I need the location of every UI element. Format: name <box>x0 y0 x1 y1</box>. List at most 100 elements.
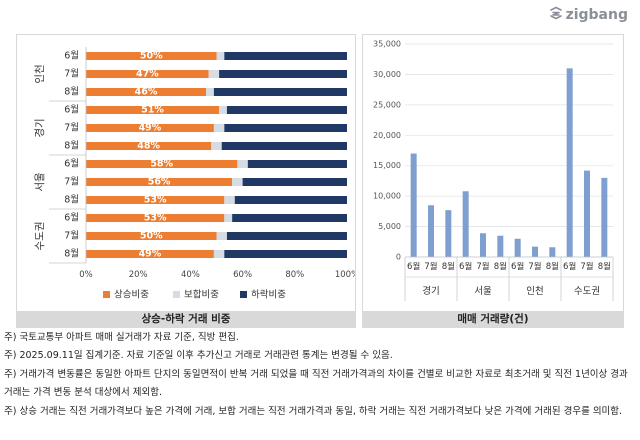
y-tick-label: 15,000 <box>373 161 401 170</box>
fall-bar <box>226 232 347 240</box>
month-label: 8월 <box>64 248 79 260</box>
flat-bar <box>237 160 248 168</box>
fall-bar <box>221 142 347 150</box>
rise-bar <box>86 70 209 78</box>
fall-bar <box>224 52 347 60</box>
y-tick-label: 5,000 <box>378 222 401 231</box>
flat-bar <box>216 52 225 60</box>
month-label: 6월 <box>459 261 472 272</box>
volume-bar <box>514 238 521 257</box>
rise-fall-share-caption: 상승-하락 거래 비중 <box>17 311 355 327</box>
y-tick-label: 10,000 <box>373 192 401 201</box>
rise-data-label: 51% <box>141 105 164 116</box>
fall-bar <box>234 196 347 204</box>
month-label: 8월 <box>546 261 559 272</box>
flat-bar <box>208 70 220 78</box>
region-label: 인천 <box>526 286 543 297</box>
trade-volume-chart: 0 5,000 10,000 15,000 20,000 25,000 30,000 35,0… <box>373 40 614 301</box>
brand-name: zigbang <box>565 7 628 23</box>
region-label: 서울 <box>34 172 46 192</box>
legend-label: 하락비중 <box>251 289 286 301</box>
rise-data-label: 46% <box>135 87 158 98</box>
fall-bar <box>242 178 347 186</box>
month-label: 8월 <box>64 140 79 152</box>
volume-bar <box>601 177 608 257</box>
rise-data-label: 50% <box>140 231 163 242</box>
trade-volume-panel: 0 5,000 10,000 15,000 20,000 25,000 30,000 35,0… <box>362 34 624 328</box>
month-label: 8월 <box>64 194 79 206</box>
y-tick-label: 0 <box>396 253 401 262</box>
volume-bar <box>532 246 538 257</box>
rise-data-label: 50% <box>140 51 163 62</box>
rise-data-label: 49% <box>139 249 162 260</box>
footnote: 주) 국토교통부 아파트 매매 실거래가 자료 기준, 직방 편집. <box>4 332 239 343</box>
month-label: 8월 <box>64 86 79 98</box>
rise-data-label: 53% <box>144 195 167 206</box>
x-tick-label: 100% <box>335 270 355 280</box>
volume-bar <box>462 191 469 257</box>
rise-bar <box>86 232 217 240</box>
fall-bar <box>224 124 347 132</box>
month-label: 8월 <box>494 261 507 272</box>
rise-data-label: 53% <box>144 213 167 224</box>
legend-swatch <box>173 291 180 298</box>
volume-bar <box>566 68 573 257</box>
volume-bar <box>497 235 504 257</box>
rise-bar <box>86 124 214 132</box>
month-label: 8월 <box>598 261 611 272</box>
month-label: 7월 <box>64 230 79 242</box>
flat-bar <box>224 214 233 222</box>
month-label: 8월 <box>442 261 455 272</box>
volume-bar <box>584 170 590 257</box>
rise-fall-share-panel: 인천 6월 50% 7월 47% 8월 46% 경기 6월 51% 7월 49% 8월 48% 서울 6월 58… <box>16 34 359 328</box>
rise-bar <box>86 52 217 60</box>
x-tick-label: 40% <box>181 270 200 280</box>
region-label: 서울 <box>474 286 492 297</box>
month-label: 6월 <box>563 261 576 272</box>
month-label: 7월 <box>64 176 79 188</box>
month-label: 7월 <box>64 68 79 80</box>
fall-bar <box>224 250 347 258</box>
rise-data-label: 49% <box>139 123 162 134</box>
month-label: 6월 <box>64 50 79 62</box>
month-label: 7월 <box>64 122 79 134</box>
legend-label: 보합비중 <box>184 290 219 301</box>
fall-bar <box>226 106 347 114</box>
rise-bar <box>86 88 207 96</box>
rise-bar <box>86 142 212 150</box>
rise-bar <box>86 160 238 168</box>
rise-bar <box>86 196 225 204</box>
fall-bar <box>213 88 347 96</box>
zigbang-logo-icon <box>549 6 563 24</box>
volume-bar <box>480 233 486 257</box>
month-label: 6월 <box>407 261 420 272</box>
rise-bar <box>86 178 233 186</box>
rise-bar <box>86 250 214 258</box>
month-label: 7월 <box>528 261 541 272</box>
footnote: 주) 2025.09.11일 집계기준. 자료 기준일 이후 추가신고 거래로 … <box>4 350 393 362</box>
flat-bar <box>232 178 243 186</box>
flat-bar <box>224 196 235 204</box>
rise-data-label: 47% <box>136 69 159 80</box>
y-tick-label: 35,000 <box>373 40 401 49</box>
x-tick-label: 60% <box>233 270 252 280</box>
fall-bar <box>232 214 347 222</box>
month-label: 6월 <box>64 158 79 170</box>
flat-bar <box>219 106 227 114</box>
rise-data-label: 58% <box>150 159 173 170</box>
volume-bar <box>549 247 556 257</box>
x-tick-label: 80% <box>285 270 304 280</box>
flat-bar <box>213 250 225 258</box>
fall-bar <box>219 70 347 78</box>
month-label: 6월 <box>64 212 79 224</box>
region-label: 경기 <box>422 285 439 297</box>
flat-bar <box>206 88 214 96</box>
month-label: 7월 <box>476 261 489 272</box>
legend-swatch <box>240 291 247 298</box>
month-label: 6월 <box>64 104 79 116</box>
region-label: 수도권 <box>34 222 46 251</box>
flat-bar <box>211 142 222 150</box>
y-tick-label: 30,000 <box>373 70 401 79</box>
legend-swatch <box>103 291 110 298</box>
region-label: 수도권 <box>574 285 600 297</box>
